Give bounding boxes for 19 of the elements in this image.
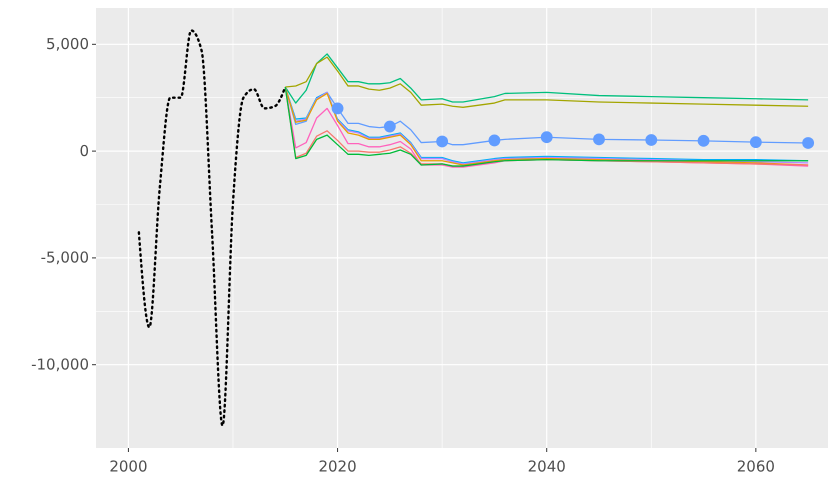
point [698, 134, 710, 147]
point [645, 134, 658, 146]
point [802, 137, 814, 149]
x-tick-label: 2020 [318, 458, 357, 476]
point [593, 133, 605, 146]
point [436, 136, 448, 148]
point [332, 102, 344, 114]
y-tick-label: -10,000 [31, 356, 89, 374]
point [750, 136, 762, 148]
x-tick-label: 2040 [528, 458, 566, 476]
y-tick-label: 0 [79, 142, 89, 160]
point [384, 120, 396, 132]
x-tick-label: 2060 [736, 458, 775, 476]
line-series [138, 29, 286, 427]
y-tick-label: 5,000 [46, 35, 89, 54]
point [540, 131, 553, 144]
y-tick-label: -5,000 [40, 248, 89, 267]
point [488, 134, 500, 146]
x-tick-label: 2000 [109, 458, 148, 476]
